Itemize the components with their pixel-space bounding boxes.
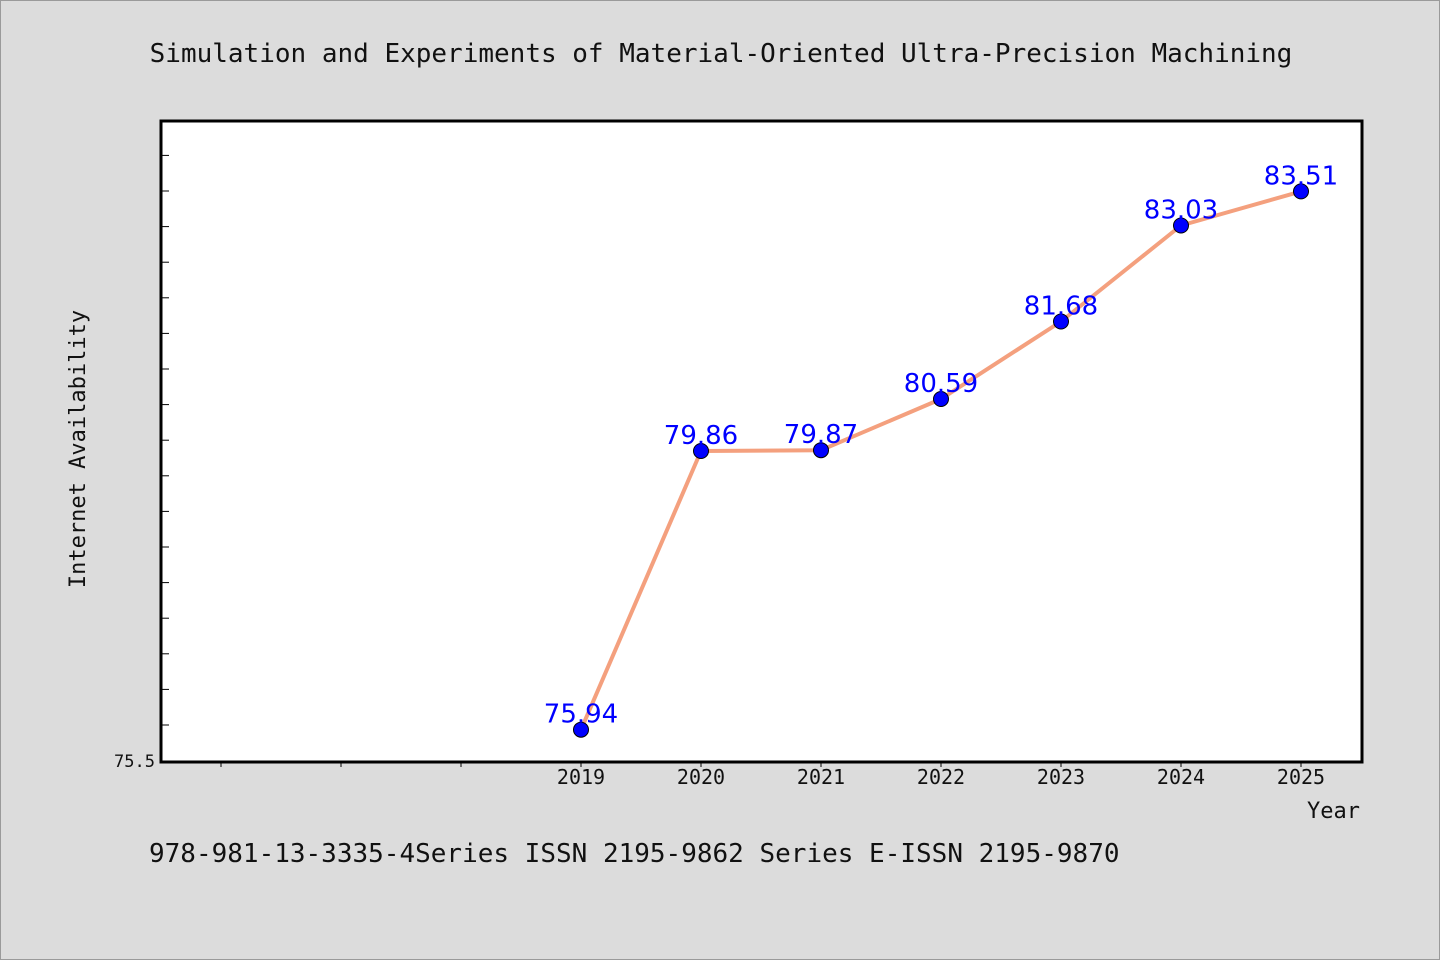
data-label: 80.59 [904, 369, 978, 399]
x-tick-label: 2020 [677, 765, 725, 789]
x-tick-label: 2023 [1037, 765, 1085, 789]
chart-title: Simulation and Experiments of Material-O… [150, 39, 1293, 69]
data-label: 81.68 [1024, 292, 1098, 322]
data-label: 79.86 [664, 421, 738, 451]
data-label: 83.03 [1144, 196, 1218, 226]
x-tick-label: 2019 [557, 765, 605, 789]
data-point [693, 443, 709, 459]
x-axis-ticks: 2019 2020 2021 2022 2023 2024 2025 [220, 761, 1325, 789]
plot-area [159, 119, 1364, 764]
data-point [813, 442, 829, 459]
data-point [1293, 183, 1309, 200]
data-label: 75.94 [544, 700, 618, 730]
data-point [1053, 313, 1069, 330]
x-tick-label: 2022 [917, 765, 965, 789]
footer-note: 978-981-13-3335-4Series ISSN 2195-9862 S… [149, 839, 1120, 869]
y-axis-label: Internet Availability [66, 310, 91, 588]
data-point [1173, 217, 1189, 234]
data-label: 79.87 [784, 420, 858, 450]
data-label: 83.51 [1264, 161, 1338, 191]
y-axis-ticks [161, 154, 169, 726]
y-tick-label-min: 75.5 [114, 752, 155, 772]
series-layer: 75.94 79.86 79.87 80.59 81.68 83.03 83.51 [544, 161, 1338, 738]
x-tick-label: 2025 [1277, 765, 1325, 789]
data-point [573, 721, 589, 738]
data-point [933, 391, 949, 407]
x-tick-label: 2021 [797, 765, 845, 789]
x-tick-label: 2024 [1157, 765, 1205, 789]
x-axis-label: Year [1307, 799, 1360, 824]
